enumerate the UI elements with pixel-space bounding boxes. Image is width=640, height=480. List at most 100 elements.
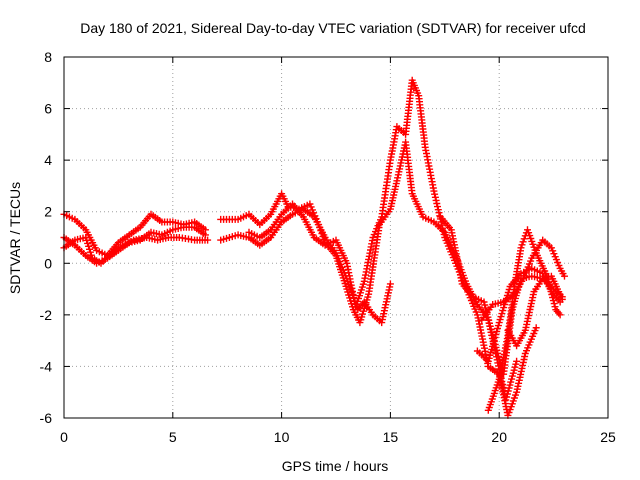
data-point-marker bbox=[513, 353, 529, 396]
data-point-marker bbox=[82, 226, 99, 252]
data-point-marker bbox=[306, 200, 321, 226]
data-point-marker bbox=[278, 202, 294, 218]
y-tick-label: 8 bbox=[44, 49, 52, 65]
data-point-marker bbox=[256, 235, 272, 249]
data-point-marker bbox=[114, 233, 131, 247]
data-point-marker bbox=[217, 232, 239, 244]
data-point-marker bbox=[513, 357, 521, 365]
data-point-marker bbox=[108, 243, 125, 257]
series-track-k bbox=[504, 272, 566, 350]
y-tick-label: 2 bbox=[44, 204, 52, 220]
data-point-marker bbox=[386, 180, 400, 213]
data-point-marker bbox=[360, 237, 376, 285]
data-point-marker bbox=[278, 212, 294, 226]
y-tick-label: -2 bbox=[40, 307, 53, 323]
data-point-marker bbox=[278, 190, 291, 208]
data-point-marker bbox=[267, 213, 284, 234]
data-point-marker bbox=[378, 159, 394, 221]
data-point-marker bbox=[419, 213, 435, 225]
x-tick-label: 20 bbox=[491, 429, 507, 445]
tick-group: 0 5 10 15 20 25 -6 -4 -2 0 2 4 6 8 bbox=[40, 49, 616, 445]
data-point-marker bbox=[175, 234, 195, 244]
data-point-marker bbox=[469, 293, 485, 305]
data-point-marker bbox=[539, 273, 552, 283]
data-point-marker bbox=[473, 347, 490, 363]
data-point-marker bbox=[458, 280, 475, 299]
data-point-marker bbox=[495, 335, 511, 383]
data-point-marker bbox=[532, 324, 540, 332]
data-point-marker bbox=[158, 227, 174, 239]
data-point-marker bbox=[315, 221, 328, 244]
data-point-marker bbox=[510, 277, 526, 298]
y-tick-label: 6 bbox=[44, 101, 52, 117]
data-point-marker bbox=[528, 239, 545, 262]
data-point-marker bbox=[521, 291, 537, 334]
series-line bbox=[219, 141, 518, 401]
data-point-marker bbox=[530, 277, 545, 296]
data-point-marker bbox=[289, 200, 305, 219]
data-point-marker bbox=[552, 306, 563, 317]
x-tick-label: 15 bbox=[383, 429, 399, 445]
data-point-marker bbox=[119, 237, 135, 249]
x-tick-label: 5 bbox=[169, 429, 177, 445]
data-point-marker bbox=[267, 221, 284, 241]
data-point-marker bbox=[436, 213, 453, 232]
data-point-marker bbox=[143, 234, 159, 243]
y-tick-label: 4 bbox=[44, 152, 52, 168]
data-point-marker bbox=[547, 244, 563, 269]
chart-title: Day 180 of 2021, Sidereal Day-to-day VTE… bbox=[80, 20, 586, 36]
data-point-marker bbox=[393, 123, 407, 136]
data-point-marker bbox=[528, 264, 544, 276]
data-point-marker bbox=[558, 295, 566, 303]
data-point-marker bbox=[402, 138, 416, 195]
series-track-e bbox=[217, 138, 521, 404]
data-point-marker bbox=[97, 251, 114, 267]
data-point-marker bbox=[204, 236, 212, 244]
data-point-marker bbox=[245, 210, 262, 226]
data-point-marker bbox=[386, 280, 394, 288]
data-point-marker bbox=[408, 76, 422, 97]
data-point-marker bbox=[245, 234, 262, 248]
data-point-marker bbox=[408, 190, 426, 218]
data-point-marker bbox=[147, 210, 164, 224]
data-point-marker bbox=[332, 252, 350, 290]
data-point-marker bbox=[356, 293, 372, 327]
data-point-marker bbox=[504, 391, 519, 419]
data-point-marker bbox=[365, 224, 383, 298]
data-point-marker bbox=[519, 257, 535, 283]
data-point-marker bbox=[484, 378, 502, 414]
data-point-marker bbox=[256, 227, 272, 241]
y-axis-label: SDTVAR / TECUs bbox=[7, 182, 23, 294]
data-point-marker bbox=[484, 322, 502, 365]
data-point-marker bbox=[256, 212, 272, 229]
data-point-marker bbox=[234, 212, 250, 223]
series-track-j bbox=[478, 236, 568, 324]
data-point-marker bbox=[402, 79, 416, 138]
plot-frame bbox=[63, 56, 609, 419]
x-tick-label: 10 bbox=[274, 429, 290, 445]
series-group bbox=[60, 76, 568, 419]
data-point-marker bbox=[421, 143, 437, 192]
data-point-marker bbox=[547, 272, 565, 301]
x-tick-label: 25 bbox=[600, 429, 616, 445]
data-point-marker bbox=[369, 311, 383, 325]
y-tick-label: -6 bbox=[40, 410, 53, 426]
data-point-marker bbox=[88, 254, 103, 266]
data-point-marker bbox=[299, 213, 317, 239]
data-point-marker bbox=[415, 92, 429, 148]
data-point-marker bbox=[447, 226, 466, 285]
x-axis-label: GPS time / hours bbox=[282, 458, 389, 474]
series-track-f bbox=[245, 76, 540, 419]
data-point-marker bbox=[71, 215, 88, 232]
data-point-marker bbox=[82, 234, 95, 259]
data-point-marker bbox=[378, 283, 394, 327]
data-point-marker bbox=[560, 272, 568, 280]
data-point-marker bbox=[93, 246, 109, 258]
series-line bbox=[248, 79, 537, 417]
data-point-marker bbox=[556, 264, 567, 278]
data-point-marker bbox=[191, 218, 207, 232]
data-point-marker bbox=[539, 236, 553, 250]
y-tick-label: -4 bbox=[40, 358, 53, 374]
data-point-marker bbox=[245, 228, 261, 240]
